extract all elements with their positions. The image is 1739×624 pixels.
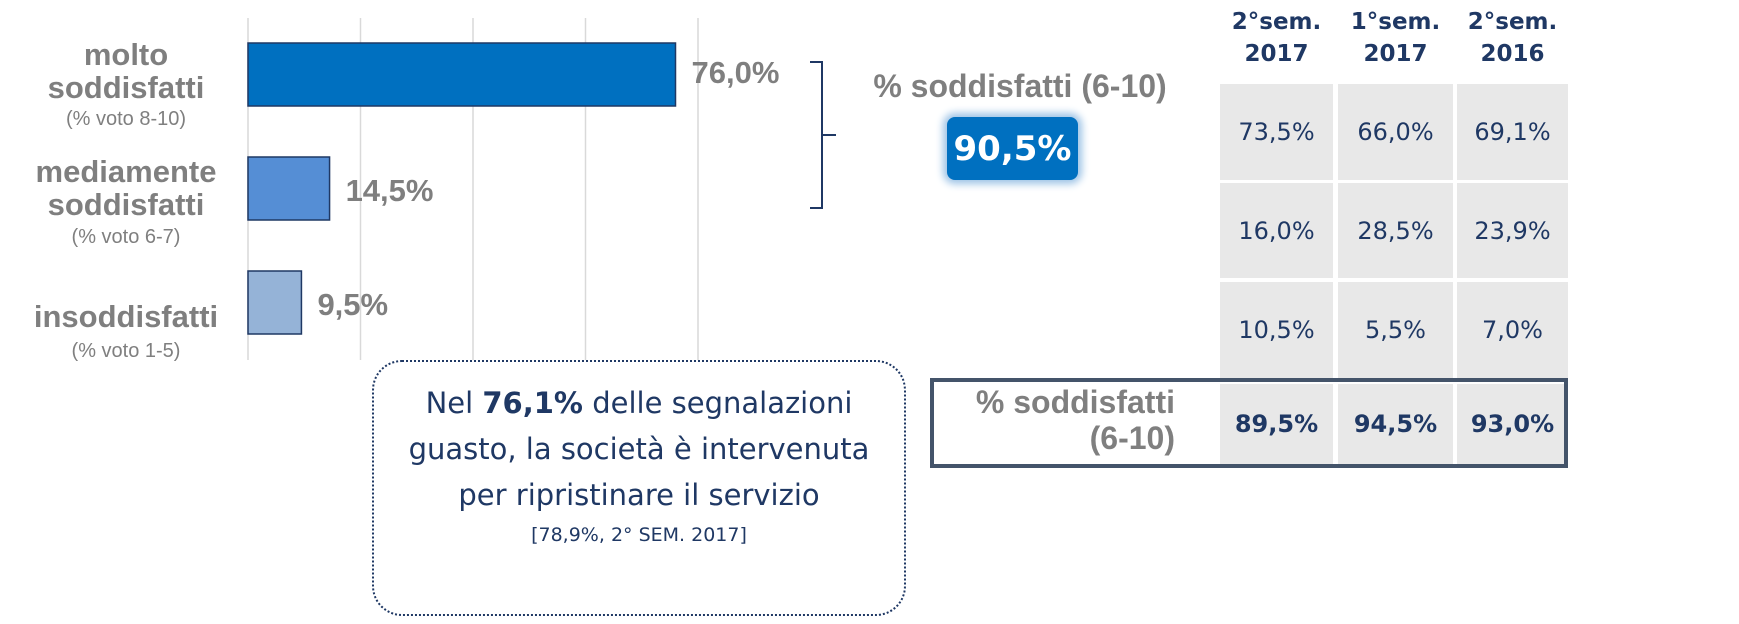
- callout: Nel 76,1% delle segnalazioni guasto, la …: [372, 360, 906, 616]
- table-cell: 10,5%: [1220, 282, 1333, 378]
- bar: [247, 270, 303, 335]
- table-cell: 73,5%: [1220, 84, 1333, 180]
- table-cell: 28,5%: [1338, 183, 1453, 278]
- category-sublabel: (% voto 6-7): [71, 226, 181, 248]
- category-label: insoddisfatti: [33, 299, 219, 334]
- bar: [247, 42, 677, 107]
- total-cell: 89,5%: [1220, 384, 1333, 464]
- value-label: 76,0%: [691, 55, 780, 90]
- callout-note: [78,9%, 2° SEM. 2017]: [531, 524, 747, 546]
- bracket-path: [810, 61, 836, 209]
- table-cell: 23,9%: [1457, 183, 1568, 278]
- total-box: [930, 378, 1568, 468]
- total-cell: 93,0%: [1457, 384, 1568, 464]
- table-cell: 69,1%: [1457, 84, 1568, 180]
- category-sublabel: (% voto 1-5): [71, 340, 181, 362]
- category-label: molto soddisfatti: [47, 37, 205, 105]
- table-cell: 16,0%: [1220, 183, 1333, 278]
- chart: [247, 18, 699, 360]
- annotation-value: 90,5%: [947, 117, 1078, 180]
- category-label: mediamente soddisfatti: [35, 154, 217, 222]
- annotation-label: % soddisfatti (6-10): [873, 68, 1167, 104]
- bracket: [810, 61, 836, 209]
- value-label: 14,5%: [345, 173, 434, 208]
- column-header: 1°sem. 2017: [1350, 9, 1441, 67]
- callout-part: delle segnalazioni guasto, la società è …: [408, 386, 870, 512]
- total-cell: 94,5%: [1338, 384, 1453, 464]
- table-cell: 5,5%: [1338, 282, 1453, 378]
- value-label: 9,5%: [317, 287, 389, 322]
- column-header: 2°sem. 2017: [1231, 9, 1322, 67]
- table-cell: 66,0%: [1338, 84, 1453, 180]
- callout-highlight: 76,1%: [482, 386, 583, 420]
- bar: [247, 156, 331, 221]
- table-cell: 7,0%: [1457, 282, 1568, 378]
- callout-part: Nel: [425, 386, 483, 420]
- total-label: % soddisfatti (6-10): [975, 384, 1175, 456]
- category-sublabel: (% voto 8-10): [65, 108, 187, 130]
- column-header: 2°sem. 2016: [1467, 9, 1558, 67]
- callout-text: Nel 76,1% delle segnalazioni guasto, la …: [394, 380, 884, 518]
